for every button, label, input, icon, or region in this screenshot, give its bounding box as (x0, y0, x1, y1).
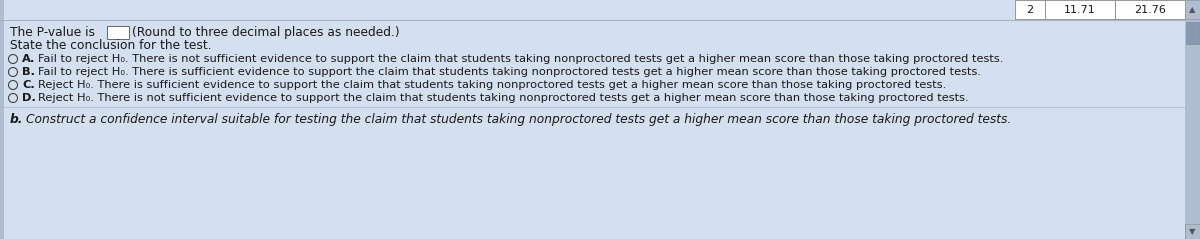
Text: (Round to three decimal places as needed.): (Round to three decimal places as needed… (132, 26, 400, 38)
Bar (1186, 0, 1200, 239)
Bar (1186, 0, 1200, 19)
Bar (1045, 0, 1115, 19)
Text: B.: B. (22, 67, 35, 77)
Text: Fail to reject H₀. There is sufficient evidence to support the claim that studen: Fail to reject H₀. There is sufficient e… (38, 67, 982, 77)
Circle shape (8, 81, 18, 89)
Text: b.: b. (10, 113, 23, 125)
Text: Fail to reject H₀. There is not sufficient evidence to support the claim that st: Fail to reject H₀. There is not sufficie… (38, 54, 1003, 64)
Circle shape (8, 67, 18, 76)
Text: A.: A. (22, 54, 35, 64)
Text: 2: 2 (1026, 5, 1033, 15)
Text: D.: D. (22, 93, 36, 103)
Bar (1186, 224, 1200, 239)
Text: Reject H₀. There is not sufficient evidence to support the claim that students t: Reject H₀. There is not sufficient evide… (38, 93, 968, 103)
Circle shape (8, 54, 18, 64)
Bar (107, 26, 130, 38)
Bar (1015, 0, 1045, 19)
Text: Construct a confidence interval suitable for testing the claim that students tak: Construct a confidence interval suitable… (26, 113, 1012, 125)
Bar (1186, 22, 1199, 44)
Text: 11.71: 11.71 (1064, 5, 1096, 15)
Bar (0, 0, 4, 239)
Text: ▼: ▼ (1189, 228, 1195, 237)
Circle shape (8, 93, 18, 103)
Text: The P-value is: The P-value is (10, 26, 95, 38)
Text: Reject H₀. There is sufficient evidence to support the claim that students takin: Reject H₀. There is sufficient evidence … (38, 80, 947, 90)
Text: ▲: ▲ (1189, 5, 1195, 15)
Text: State the conclusion for the test.: State the conclusion for the test. (10, 38, 211, 51)
Bar (1115, 0, 1186, 19)
Text: 21.76: 21.76 (1134, 5, 1166, 15)
Text: C.: C. (22, 80, 35, 90)
